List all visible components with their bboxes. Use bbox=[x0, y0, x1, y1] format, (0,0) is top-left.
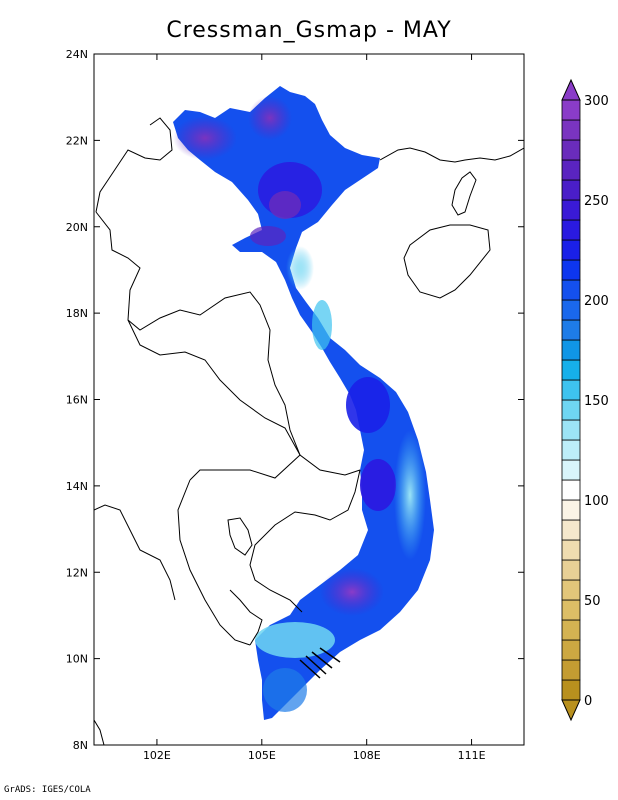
mekong-mouths bbox=[299, 647, 341, 679]
colorbar-segment bbox=[561, 539, 581, 561]
cambodia-border bbox=[249, 469, 361, 613]
colorbar-segment bbox=[561, 339, 581, 361]
colorbar-segment bbox=[561, 219, 581, 241]
thai-laos-mekong bbox=[127, 319, 301, 456]
colorbar-segment bbox=[561, 119, 581, 141]
colorbar-segment bbox=[561, 419, 581, 441]
colorbar-segment bbox=[561, 159, 581, 181]
leizhou-peninsula bbox=[451, 171, 477, 216]
gulf-coast bbox=[229, 589, 263, 646]
hainan-island bbox=[403, 224, 491, 299]
colorbar-segment bbox=[561, 679, 581, 701]
malay-coast bbox=[94, 504, 176, 601]
colorbar-label: 150 bbox=[584, 394, 609, 409]
region-thanh-hoa bbox=[250, 226, 286, 246]
china-border bbox=[95, 117, 173, 213]
region-sc-coast bbox=[394, 430, 426, 560]
region-mekong bbox=[255, 622, 335, 658]
colorbar-segment bbox=[561, 299, 581, 321]
colorbar-segment bbox=[561, 399, 581, 421]
precip-field bbox=[173, 86, 434, 720]
y-tick-label: 18N bbox=[66, 307, 88, 320]
colorbar-segment bbox=[561, 179, 581, 201]
map-title: Cressman_Gsmap - MAY bbox=[166, 18, 452, 43]
x-tick-label: 108E bbox=[353, 749, 381, 762]
colorbar: 300 250 200 150 100 50 0 bbox=[561, 78, 609, 722]
region-ca-mau bbox=[263, 668, 307, 712]
colorbar-segment bbox=[561, 619, 581, 641]
region-highland-south bbox=[320, 568, 384, 616]
region-nw-high bbox=[173, 116, 237, 160]
colorbar-segment bbox=[561, 479, 581, 501]
colorbar-segment bbox=[561, 639, 581, 661]
colorbar-min-arrow bbox=[561, 699, 581, 722]
y-tick-label: 14N bbox=[66, 480, 88, 493]
y-tick-label: 22N bbox=[66, 134, 88, 147]
colorbar-segment bbox=[561, 659, 581, 681]
region-nc-coast bbox=[286, 246, 314, 290]
colorbar-label: 300 bbox=[584, 94, 609, 109]
colorbar-segment bbox=[561, 139, 581, 161]
southwest-islands bbox=[94, 719, 105, 745]
x-tick-label: 102E bbox=[143, 749, 171, 762]
y-tick-label: 8N bbox=[73, 739, 88, 752]
region-north-border bbox=[248, 96, 292, 140]
colorbar-segment bbox=[561, 359, 581, 381]
boundary-lines bbox=[94, 117, 524, 745]
colorbar-segment bbox=[561, 279, 581, 301]
region-highland-north bbox=[360, 459, 396, 511]
colorbar-segment bbox=[561, 239, 581, 261]
tonle-sap bbox=[227, 517, 253, 556]
region-central bbox=[346, 377, 390, 433]
colorbar-segment bbox=[561, 99, 581, 121]
colorbar-label: 0 bbox=[584, 694, 592, 709]
map-layers bbox=[94, 86, 524, 745]
colorbar-label: 200 bbox=[584, 294, 609, 309]
y-tick-label: 12N bbox=[66, 566, 88, 579]
colorbar-label: 50 bbox=[584, 594, 601, 609]
colorbar-segment bbox=[561, 559, 581, 581]
china-coast bbox=[379, 147, 524, 163]
colorbar-segment bbox=[561, 459, 581, 481]
colorbar-segment bbox=[561, 259, 581, 281]
laos-border bbox=[95, 211, 361, 476]
y-tick-label: 24N bbox=[66, 48, 88, 61]
colorbar-label: 100 bbox=[584, 494, 609, 509]
colorbar-label: 250 bbox=[584, 194, 609, 209]
thai-interior bbox=[177, 479, 251, 646]
colorbar-segment bbox=[561, 439, 581, 461]
footer-credit: GrADS: IGES/COLA bbox=[4, 785, 91, 795]
colorbar-segment bbox=[561, 379, 581, 401]
y-tick-label: 16N bbox=[66, 394, 88, 407]
region-delta bbox=[269, 191, 301, 219]
colorbar-segment bbox=[561, 579, 581, 601]
y-tick-label: 10N bbox=[66, 653, 88, 666]
colorbar-segment bbox=[561, 599, 581, 621]
region-coast-strip bbox=[312, 300, 332, 350]
x-tick-label: 105E bbox=[248, 749, 276, 762]
y-axis: 24N 22N 20N 18N 16N 14N 12N 10N 8N bbox=[66, 48, 524, 752]
x-tick-label: 111E bbox=[458, 749, 486, 762]
thai-cambodia-border bbox=[189, 454, 301, 481]
colorbar-segment bbox=[561, 519, 581, 541]
colorbar-segment bbox=[561, 499, 581, 521]
colorbar-max-arrow bbox=[561, 78, 581, 101]
y-tick-label: 20N bbox=[66, 221, 88, 234]
colorbar-segment bbox=[561, 319, 581, 341]
x-axis: 102E 105E 108E 111E bbox=[143, 54, 486, 762]
colorbar-segment bbox=[561, 199, 581, 221]
